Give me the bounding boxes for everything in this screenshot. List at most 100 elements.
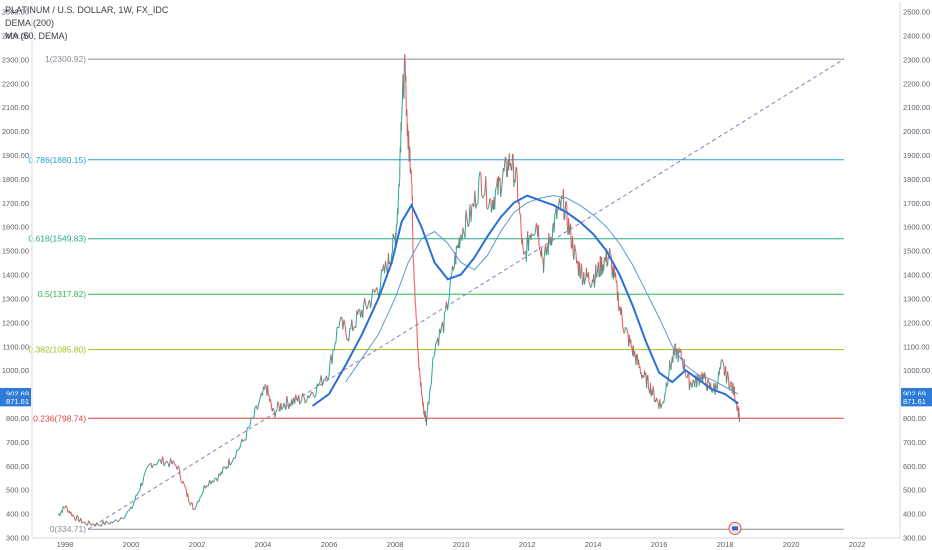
indicator-ma[interactable]: MA (50, DEMA) [5, 31, 68, 41]
price-candle-segment [315, 383, 318, 397]
price-candle-segment [155, 463, 158, 466]
x-tick-label: 2012 [519, 540, 536, 549]
price-candle-segment [162, 456, 165, 467]
price-candle-segment [286, 395, 289, 403]
price-candle-segment [138, 489, 141, 493]
price-label-right: 871.61 [903, 397, 926, 406]
price-candle-segment [433, 354, 436, 358]
price-candle-segment [504, 156, 506, 165]
price-candle-segment [461, 227, 464, 241]
x-tick-label: 2008 [387, 540, 404, 549]
price-candle-segment [199, 494, 202, 498]
price-candle-segment [229, 463, 232, 466]
price-candle-segment [670, 362, 673, 371]
price-candle-segment [521, 238, 524, 249]
price-candle-segment [480, 174, 483, 197]
price-candle-segment [201, 491, 204, 496]
price-candle-segment [564, 207, 566, 220]
y-tick-label-left: 1500.00 [2, 247, 29, 256]
price-candle-segment [65, 505, 68, 508]
y-tick-label-right: 2500.00 [903, 8, 930, 17]
y-tick-label-left: 1100.00 [2, 342, 29, 351]
price-candle-segment [663, 393, 666, 400]
price-candle-segment [151, 464, 154, 469]
price-candle-segment [451, 265, 453, 277]
price-candle-segment [304, 400, 308, 404]
price-candle-segment [523, 253, 525, 255]
price-candle-segment [707, 378, 710, 382]
y-tick-label-right: 600.00 [903, 462, 926, 471]
price-candle-segment [434, 343, 437, 355]
fib-level-label: 0(334.71) [50, 524, 87, 534]
price-candle-segment [351, 319, 354, 332]
price-candle-segment [59, 511, 62, 515]
price-candle-segment [603, 259, 605, 272]
y-tick-label-left: 2100.00 [2, 103, 29, 112]
price-candle-segment [453, 265, 455, 271]
price-candle-segment [621, 317, 624, 327]
price-candle-segment [362, 304, 365, 319]
price-candle-segment [545, 250, 548, 256]
price-candle-segment [269, 398, 272, 402]
price-candle-segment [391, 251, 393, 255]
price-candle-segment [647, 375, 649, 389]
y-tick-label-right: 700.00 [903, 438, 926, 447]
price-candle-segment [274, 412, 277, 418]
price-candle-segment [525, 239, 528, 262]
price-candle-segment [615, 272, 617, 283]
price-candle-segment [376, 287, 378, 291]
price-candle-segment [595, 275, 598, 279]
price-candle-segment [680, 349, 682, 361]
price-candle-segment [331, 350, 334, 365]
trendline [87, 58, 845, 530]
price-candle-segment [479, 171, 482, 175]
price-candle-segment [245, 427, 248, 441]
chart-legend: PLATINUM / U.S. DOLLAR, 1W, FX_IDC DEMA … [5, 4, 168, 43]
price-candle-segment [467, 224, 470, 227]
price-candle-segment [253, 407, 256, 418]
price-candle-segment [688, 383, 691, 391]
price-candle-segment [392, 233, 395, 236]
price-candle-segment [588, 282, 591, 285]
price-candle-segment [444, 310, 446, 314]
price-candle-segment [145, 467, 148, 470]
price-candle-segment [736, 408, 738, 411]
price-candle-segment [497, 176, 500, 196]
price-candle-segment [648, 388, 650, 391]
price-candle-segment [267, 384, 269, 395]
price-candle-segment [570, 223, 572, 249]
price-candle-segment [119, 517, 122, 521]
price-candle-segment [142, 475, 145, 483]
y-tick-label-left: 2200.00 [2, 79, 29, 88]
price-candle-segment [258, 396, 261, 401]
price-candle-segment [358, 308, 360, 311]
price-candle-segment [568, 227, 571, 235]
price-candle-segment [520, 214, 522, 230]
price-candle-segment [374, 290, 377, 293]
price-candle-segment [420, 382, 423, 396]
price-candle-segment [586, 267, 588, 277]
price-candle-segment [270, 401, 273, 408]
price-candle-segment [62, 506, 65, 508]
price-candle-segment [522, 248, 525, 255]
price-label-box-right [901, 395, 932, 407]
price-candle-segment [558, 198, 561, 203]
indicator-dema[interactable]: DEMA (200) [5, 18, 55, 28]
price-candle-segment [280, 402, 283, 410]
price-candle-segment [419, 368, 421, 378]
dema-series-line [311, 194, 739, 407]
y-tick-label-right: 1500.00 [903, 247, 930, 256]
price-candle-segment [587, 272, 590, 283]
price-candle-segment [66, 507, 69, 513]
price-candle-segment [365, 304, 368, 310]
price-label-box-left [0, 395, 31, 407]
chart-title[interactable]: PLATINUM / U.S. DOLLAR, 1W, FX_IDC [5, 5, 169, 15]
price-candle-segment [73, 516, 76, 520]
price-candle-segment [500, 191, 502, 198]
y-tick-label-right: 500.00 [903, 486, 926, 495]
price-candle-segment [306, 395, 309, 402]
fib-level-label: 0.236(798.74) [33, 413, 86, 423]
price-candle-segment [248, 426, 251, 428]
price-candle-segment [518, 201, 521, 214]
